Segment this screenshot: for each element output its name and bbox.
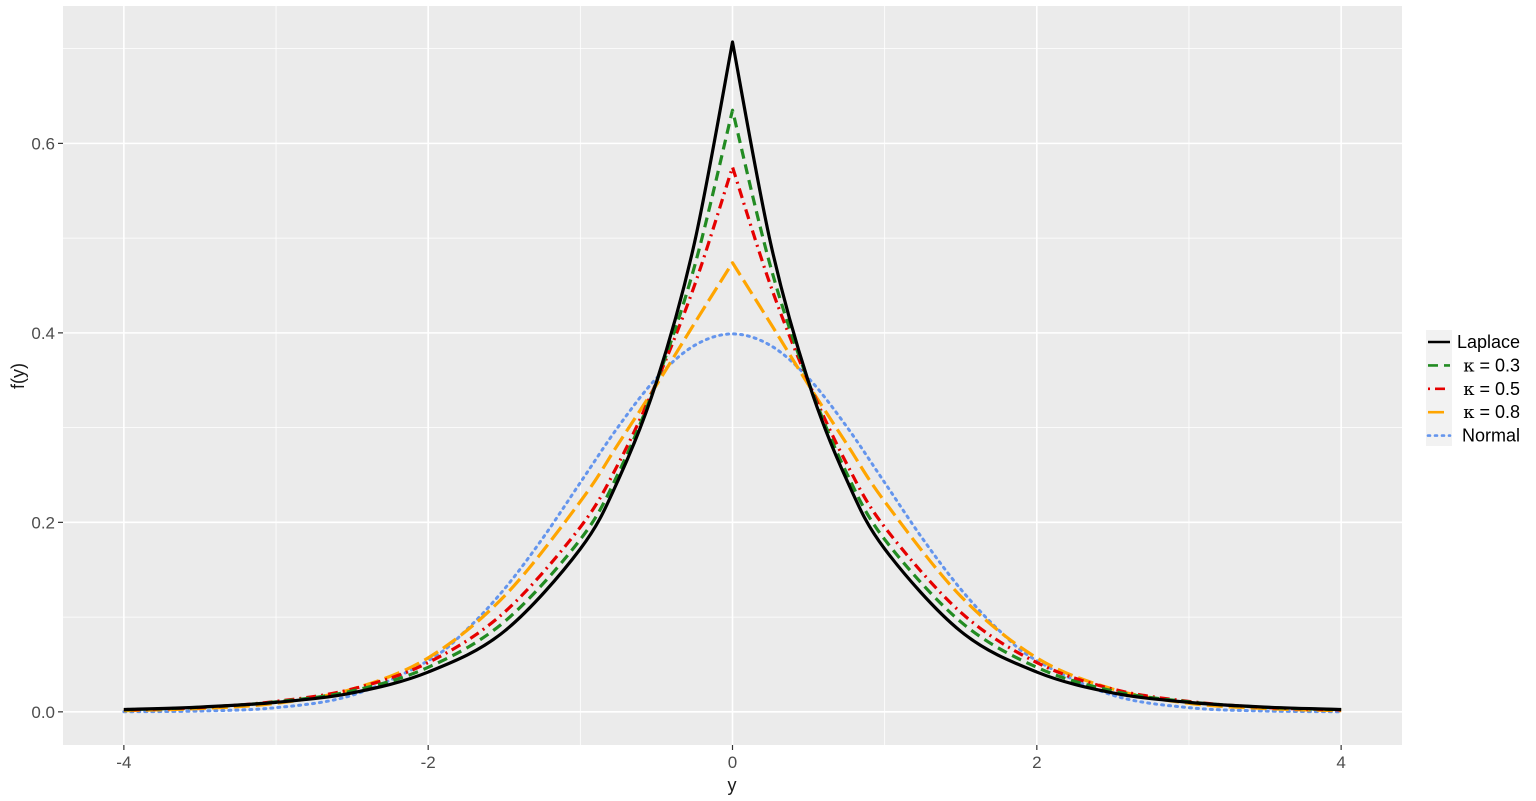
series-line--0-5 [123,165,1342,712]
series-lines [122,40,1343,714]
legend: Laplace κ = 0.3 κ = 0.5κ = 0.8 Normal [1426,330,1520,446]
series-line--0-3 [123,108,1342,712]
x-axis-title: y [728,775,737,795]
y-axis-title: f(y) [8,363,28,389]
x-tick-label: 0 [728,753,737,772]
y-tick-label: 0.6 [31,134,55,153]
x-tick-label: -4 [116,753,131,772]
legend-label: Normal [1462,426,1520,446]
x-tick-label: -2 [421,753,436,772]
legend-label: κ = 0.5 [1463,379,1520,400]
x-axis-ticks: -4 -2 0 2 4 [116,745,1346,772]
major-gridlines [63,6,1402,745]
y-tick-label: 0.0 [31,703,55,722]
y-tick-label: 0.4 [31,324,55,343]
x-tick-label: 2 [1032,753,1041,772]
x-tick-label: 4 [1336,753,1345,772]
y-axis-ticks: 0.0 0.2 0.4 0.6 [31,134,63,722]
legend-label: κ = 0.3 [1463,355,1520,376]
y-tick-label: 0.2 [31,513,55,532]
legend-label: Laplace [1457,332,1520,352]
series-line-laplace [123,40,1342,712]
legend-label: κ = 0.8 [1463,402,1520,423]
